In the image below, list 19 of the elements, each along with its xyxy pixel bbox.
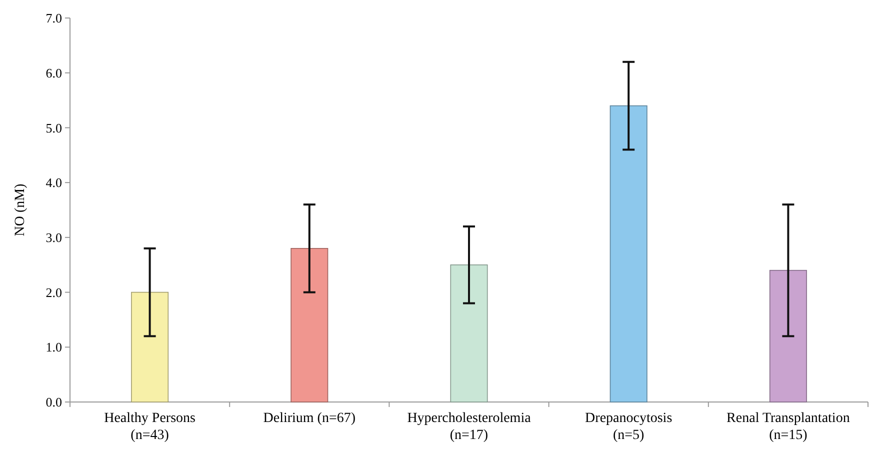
y-tick-label: 6.0 [46, 65, 62, 80]
y-tick-label: 7.0 [46, 10, 62, 26]
y-tick-label: 2.0 [46, 284, 62, 300]
y-tick-label: 4.0 [46, 175, 62, 190]
x-tick-label: Hypercholesterolemia (n=17) [407, 411, 532, 443]
bar [610, 105, 648, 402]
bar [290, 248, 328, 402]
bar [450, 264, 488, 402]
y-tick-label: 5.0 [46, 120, 62, 136]
y-tick-label: 3.0 [46, 230, 62, 245]
bar [769, 270, 807, 402]
x-tick-label: Delirium (n=67) [263, 411, 356, 426]
x-tick-label: Drepanocytosis (n=5) [585, 411, 672, 443]
x-tick-label: Renal Transplantation (n=15) [726, 411, 850, 443]
y-axis-title: NO (nM) [13, 183, 28, 236]
y-tick-label: 1.0 [46, 340, 62, 355]
bar [131, 292, 169, 402]
x-tick-label: Healthy Persons (n=43) [104, 411, 196, 443]
y-tick-label: 0.0 [46, 394, 62, 410]
